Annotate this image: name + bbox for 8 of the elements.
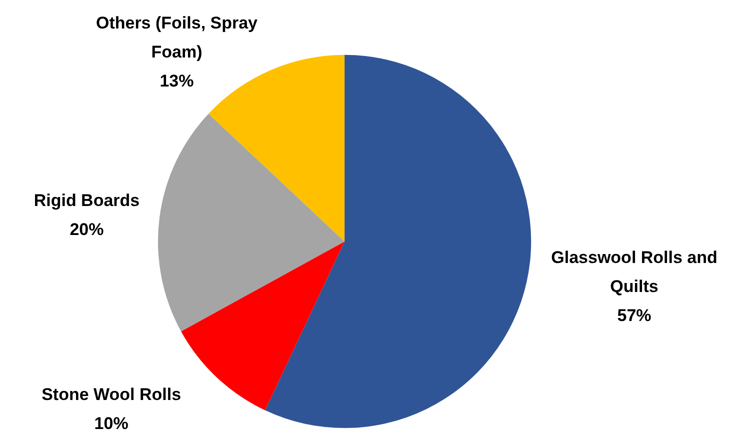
- data-label: 10%: [94, 414, 128, 433]
- data-label: 13%: [160, 71, 194, 90]
- data-label: 57%: [617, 306, 652, 326]
- slice-label: Others (Foils, Spray Foam): [96, 13, 258, 62]
- data-label: 20%: [70, 220, 104, 240]
- slice-label: Glasswool Rolls and Quilts: [551, 248, 718, 296]
- slice-label: Stone Wool Rolls: [42, 385, 182, 404]
- slice-label: Rigid Boards: [34, 191, 140, 210]
